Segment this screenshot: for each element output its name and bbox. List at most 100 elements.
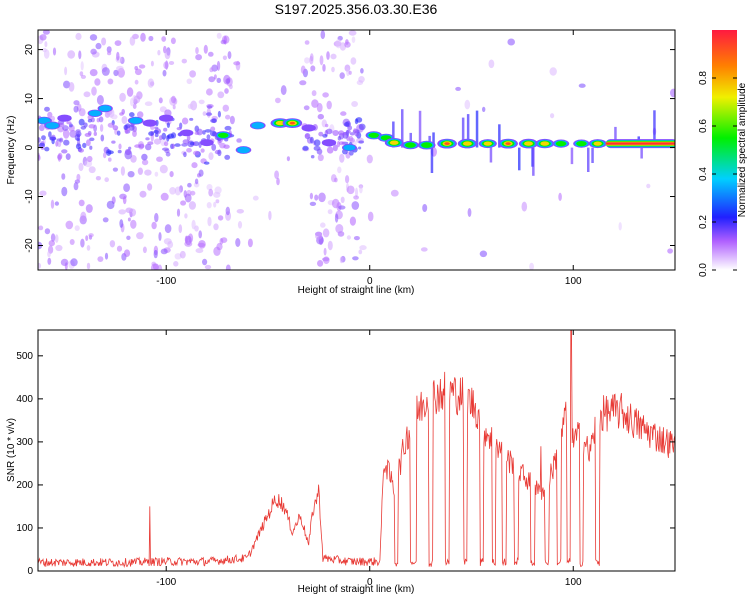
noise-blob <box>304 40 310 45</box>
noise-blob <box>237 221 243 229</box>
noise-blob <box>346 129 351 134</box>
noise-blob <box>316 102 323 113</box>
noise-blob <box>184 213 188 219</box>
noise-blob <box>93 131 98 136</box>
noise-blob <box>80 211 87 222</box>
noise-blob <box>171 143 175 149</box>
noise-blob <box>303 105 310 111</box>
noise-blob <box>202 258 208 266</box>
noise-blob <box>127 217 131 222</box>
noise-blob <box>49 136 57 141</box>
noise-blob <box>217 149 222 157</box>
noise-blob <box>208 188 214 197</box>
x-tick-label: 100 <box>565 276 582 287</box>
noise-blob <box>334 213 339 223</box>
y-tick-label: -20 <box>24 238 35 253</box>
noise-blob <box>204 264 212 270</box>
spectral-peak <box>389 140 399 145</box>
spectral-streak <box>532 147 535 176</box>
noise-blob <box>154 171 159 177</box>
noise-blob <box>78 118 85 126</box>
noise-blob <box>191 162 198 169</box>
noise-blob <box>107 78 114 85</box>
noise-blob <box>119 92 126 102</box>
noise-blob <box>304 133 310 138</box>
noise-blob <box>348 30 357 36</box>
noise-blob <box>455 86 461 91</box>
y-tick-label: 0 <box>24 144 35 150</box>
noise-blob <box>314 194 319 201</box>
noise-blob <box>148 35 154 42</box>
noise-blob <box>165 151 171 157</box>
spectrogram-marks <box>38 30 675 270</box>
spectral-peak <box>301 124 316 132</box>
y-tick-label: -10 <box>24 189 35 204</box>
noise-blob <box>304 57 310 64</box>
noise-blob <box>139 190 147 198</box>
spectral-peak <box>99 105 112 112</box>
noise-blob <box>198 230 202 239</box>
noise-blob <box>339 72 345 79</box>
noise-blob <box>38 124 45 132</box>
noise-blob <box>358 249 363 255</box>
noise-blob <box>217 91 225 99</box>
noise-blob <box>50 115 56 122</box>
noise-blob <box>134 79 139 85</box>
noise-blob <box>189 117 194 121</box>
noise-blob <box>331 66 335 73</box>
noise-blob <box>42 47 47 53</box>
noise-blob <box>322 134 328 138</box>
spectral-streak <box>591 147 594 163</box>
noise-blob <box>55 140 59 147</box>
noise-blob <box>137 111 144 119</box>
noise-blob <box>420 247 428 252</box>
noise-blob <box>125 123 131 129</box>
noise-blob <box>209 67 214 73</box>
noise-blob <box>83 91 91 98</box>
noise-blob <box>55 244 63 252</box>
spectral-streak <box>587 147 590 172</box>
noise-blob <box>125 207 133 214</box>
noise-blob <box>311 99 319 108</box>
noise-blob <box>195 54 203 61</box>
noise-blob <box>106 200 115 210</box>
colorbar-label: Normalized spectral amplitude <box>737 82 748 217</box>
noise-blob <box>667 248 673 254</box>
noise-blob <box>62 129 70 139</box>
spectral-peak <box>505 142 511 146</box>
noise-blob <box>320 222 326 228</box>
noise-blob <box>529 262 534 270</box>
spectral-peak <box>45 122 59 129</box>
noise-blob <box>70 258 78 267</box>
noise-blob <box>88 166 96 174</box>
noise-blob <box>156 156 163 162</box>
noise-blob <box>107 150 114 155</box>
noise-blob <box>216 77 222 83</box>
noise-blob <box>332 130 340 136</box>
spectral-peak <box>368 132 379 138</box>
noise-blob <box>104 177 109 183</box>
noise-blob <box>309 201 317 206</box>
noise-blob <box>191 219 196 230</box>
noise-blob <box>86 245 91 251</box>
noise-blob <box>183 151 187 158</box>
noise-blob <box>229 84 233 90</box>
noise-blob <box>157 49 161 56</box>
noise-blob <box>206 88 213 96</box>
colorbar-gradient <box>712 30 737 270</box>
noise-blob <box>464 99 471 110</box>
noise-blob <box>233 61 241 66</box>
noise-blob <box>323 247 327 256</box>
noise-blob <box>111 140 116 144</box>
noise-blob <box>41 135 46 141</box>
noise-blob <box>320 30 326 40</box>
noise-blob <box>197 173 201 178</box>
noise-blob <box>89 137 95 142</box>
noise-blob <box>117 149 122 154</box>
noise-blob <box>107 51 112 56</box>
noise-blob <box>100 134 105 142</box>
noise-blob <box>47 257 52 265</box>
noise-blob <box>140 32 146 42</box>
noise-blob <box>59 137 64 143</box>
